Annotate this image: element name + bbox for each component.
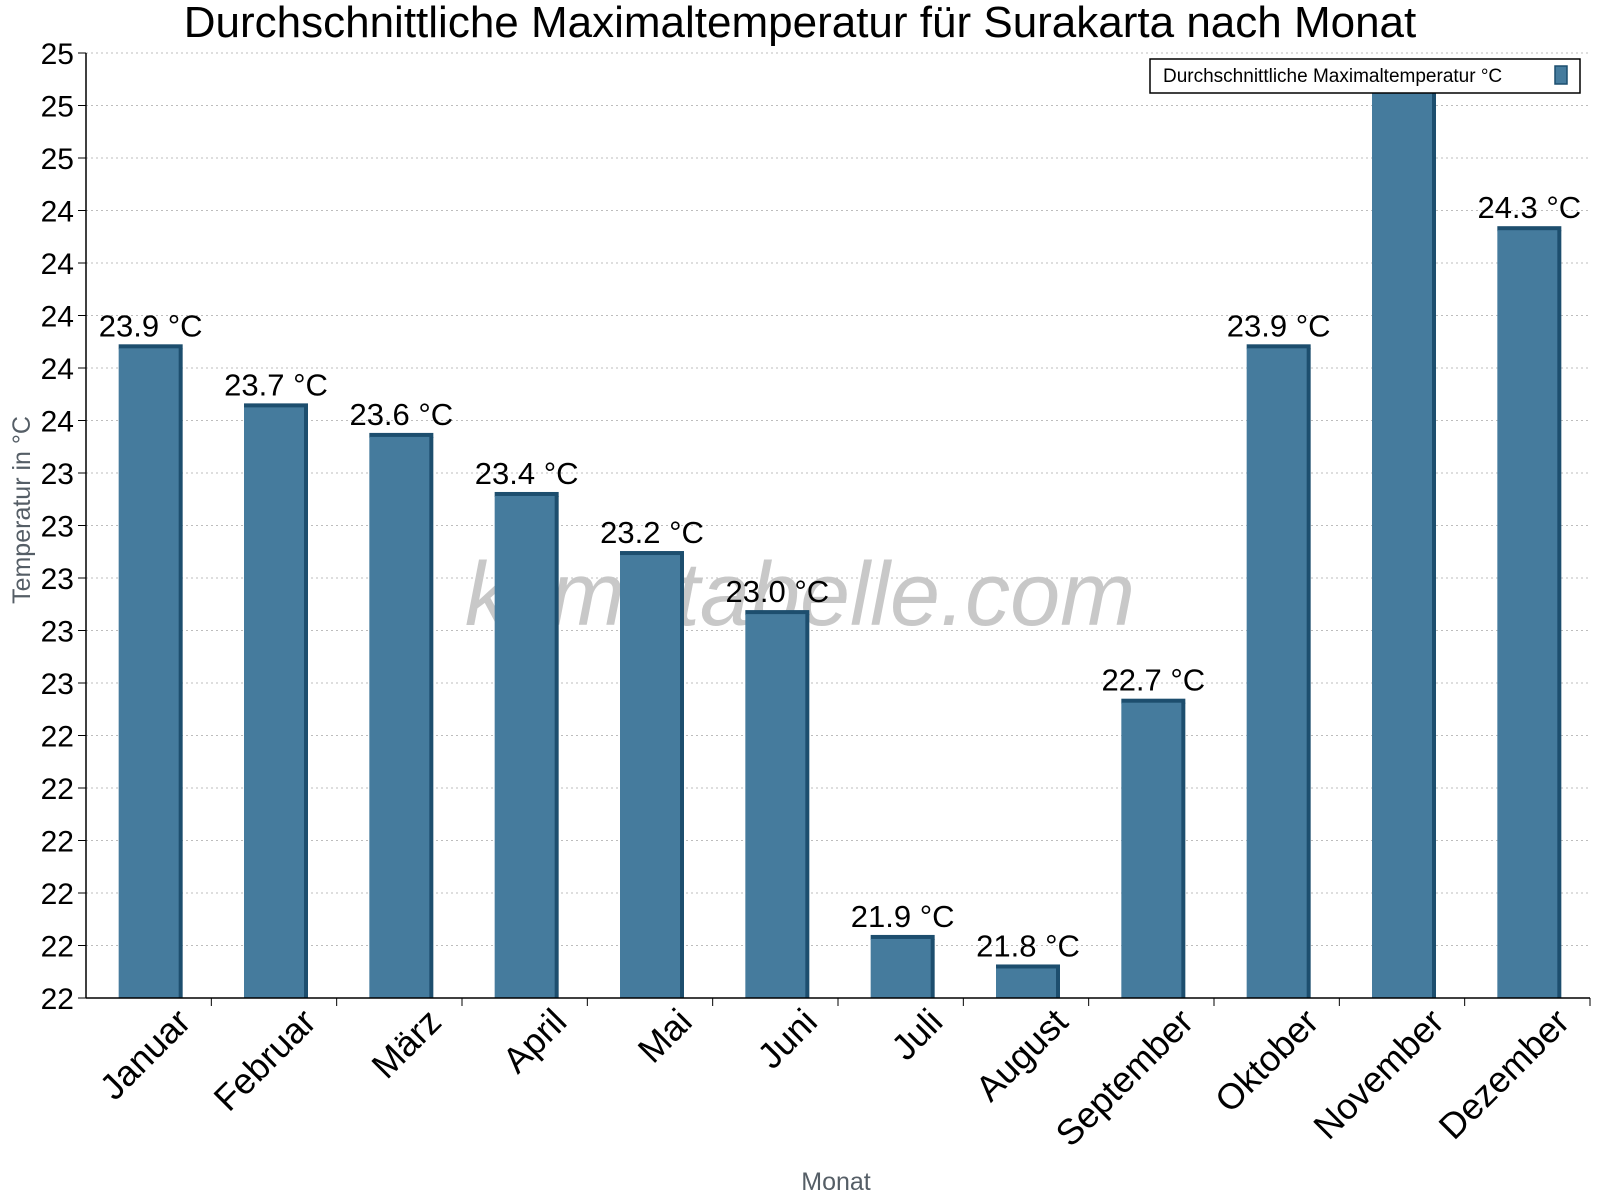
bar [494, 495, 555, 998]
y-tick-label: 22 [41, 773, 74, 806]
data-label: 23.9 °C [1227, 308, 1331, 343]
y-tick-label: 23 [41, 616, 74, 649]
bar-top [870, 934, 935, 940]
y-tick-label: 23 [41, 511, 74, 544]
bar [244, 407, 304, 998]
legend-swatch [1554, 65, 1568, 85]
y-tick-label: 25 [41, 91, 74, 124]
bar-top [996, 964, 1060, 970]
y-tick-label: 24 [41, 301, 74, 334]
bar-side [1305, 348, 1311, 998]
y-tick-label: 25 [41, 38, 74, 71]
y-tick-label: 23 [41, 563, 74, 596]
bar-top [244, 403, 308, 409]
y-tick-label: 23 [41, 668, 74, 701]
bar-top [620, 551, 684, 557]
data-label: 23.6 °C [349, 397, 453, 432]
y-tick-label: 24 [41, 406, 74, 439]
bar-side [303, 407, 308, 998]
data-label: 23.9 °C [99, 308, 203, 343]
y-tick-label: 24 [41, 353, 74, 386]
y-tick-label: 22 [41, 878, 74, 911]
y-tick-label: 22 [41, 931, 74, 964]
bar-top [118, 344, 183, 350]
x-tick-label: Juni [749, 1001, 825, 1077]
x-axis-ticks: Januar Februar März April Mai Juni Juli AugustS… [91, 998, 1591, 1155]
bar [996, 968, 1056, 998]
bar [118, 348, 179, 998]
y-tick-label: 23 [41, 458, 74, 491]
y-tick-label: 24 [41, 196, 74, 229]
data-label: 22.7 °C [1101, 663, 1205, 698]
grid-lines [86, 52, 1590, 946]
x-tick-label: Mai [630, 1001, 700, 1071]
bar-side [804, 614, 810, 998]
bars-group: 23.9 °C 23.7 °C 23.6 °C 23.4 °C 23.2 °C 23.0 … [99, 78, 1581, 998]
y-tick-label: 25 [41, 143, 74, 176]
bar-top [369, 432, 434, 438]
bar-side [1180, 702, 1186, 998]
bar [1121, 702, 1182, 998]
data-label: 24.3 °C [1477, 190, 1581, 225]
data-label: 21.8 °C [976, 928, 1080, 963]
bar-top [494, 491, 559, 497]
bar-side [1055, 968, 1060, 998]
x-axis-label: Monat [801, 1168, 871, 1196]
x-tick-label: Oktober [1207, 1001, 1327, 1121]
data-label: 23.0 °C [725, 574, 829, 609]
y-tick-label: 22 [41, 983, 74, 1016]
bar [1497, 230, 1558, 998]
y-axis-label: Temperatur in °C [8, 416, 36, 604]
bar [1372, 82, 1432, 998]
bar-top [745, 610, 810, 616]
x-tick-label: Juli [883, 1001, 950, 1068]
bar-side [428, 436, 434, 998]
y-axis-ticks: 22 22 22 22 22 22 23 23 23 23 23 24 24 24 24 24 25 25 25 [41, 38, 86, 1016]
bar-top [1497, 226, 1562, 232]
data-label: 23.2 °C [600, 515, 704, 550]
x-tick-label: März [363, 1001, 449, 1087]
legend-box [1149, 58, 1581, 94]
bar-top [1121, 698, 1186, 704]
bar [745, 614, 806, 998]
bar-side [177, 348, 183, 998]
legend: Durchschnittliche Maximaltemperatur °C [1149, 58, 1581, 94]
y-tick-label: 22 [41, 826, 74, 859]
bar-side [553, 495, 559, 998]
data-label: 23.4 °C [475, 456, 579, 491]
x-tick-label: August [967, 1001, 1075, 1109]
x-tick-label: November [1305, 1001, 1451, 1147]
bar-side [1556, 230, 1562, 998]
x-tick-label: Januar [91, 1001, 198, 1108]
bar-side [1431, 82, 1436, 998]
bar [1246, 348, 1307, 998]
x-tick-label: April [494, 1001, 574, 1081]
bar [620, 555, 680, 998]
bar-top [1246, 344, 1311, 350]
bar-side [929, 938, 935, 998]
y-tick-label: 24 [41, 248, 74, 281]
bar [870, 938, 931, 998]
x-tick-label: Februar [206, 1001, 324, 1119]
x-tick-label: September [1047, 1001, 1201, 1155]
bar [369, 436, 430, 998]
legend-label: Durchschnittliche Maximaltemperatur °C [1163, 66, 1502, 87]
bar-side [679, 555, 684, 998]
y-tick-label: 22 [41, 721, 74, 754]
chart-title: Durchschnittliche Maximaltemperatur für … [184, 0, 1417, 47]
data-label: 23.7 °C [224, 367, 328, 402]
x-tick-label: Dezember [1431, 1001, 1577, 1147]
data-label: 21.9 °C [851, 899, 955, 934]
